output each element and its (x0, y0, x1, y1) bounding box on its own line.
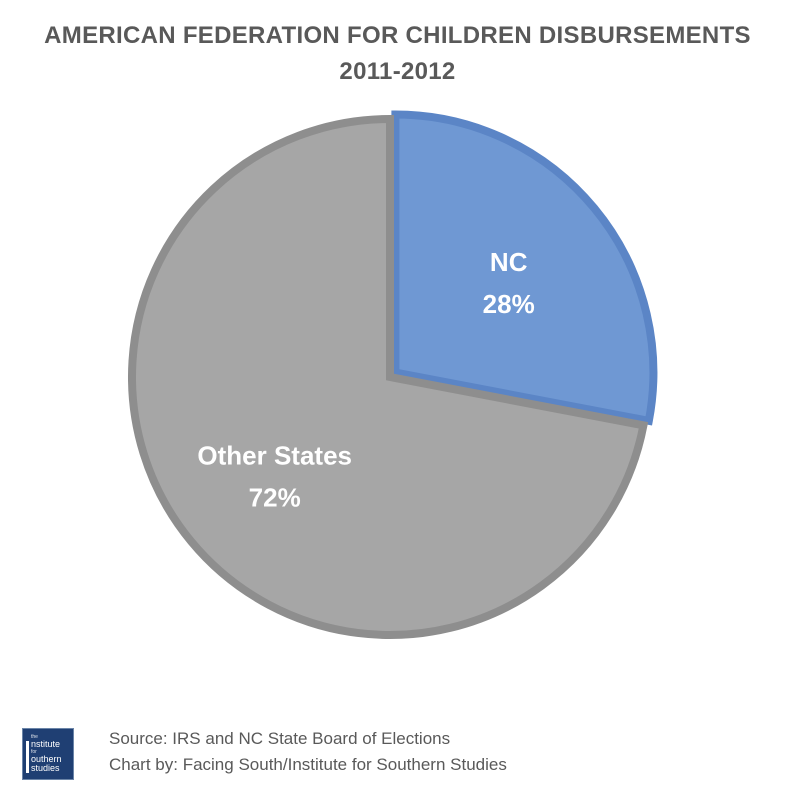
logo-mark-icon (26, 741, 29, 773)
source-text-block: Source: IRS and NC State Board of Electi… (109, 726, 507, 778)
slice-label-name: Other States (197, 440, 352, 470)
institute-logo: the nstitute for outhern studies (22, 728, 74, 780)
chart-subtitle: 2011-2012 (339, 58, 456, 85)
credit-text: Chart by: Facing South/Institute for Sou… (109, 755, 507, 774)
slice-label-value: 28% (483, 289, 535, 319)
pie-slice-nc (391, 110, 658, 426)
chart-title-block: AMERICAN FEDERATION FOR CHILDREN DISBURS… (0, 18, 795, 90)
chart-title: AMERICAN FEDERATION FOR CHILDREN DISBURS… (44, 22, 751, 49)
source-text: Source: IRS and NC State Board of Electi… (109, 729, 451, 748)
slice-label-name: NC (490, 247, 528, 277)
pie-slices (128, 110, 658, 639)
slice-label-value: 72% (249, 482, 301, 512)
pie-labels: NC 28% Other States 72% (197, 247, 534, 513)
pie-slice-other-states (128, 114, 649, 639)
